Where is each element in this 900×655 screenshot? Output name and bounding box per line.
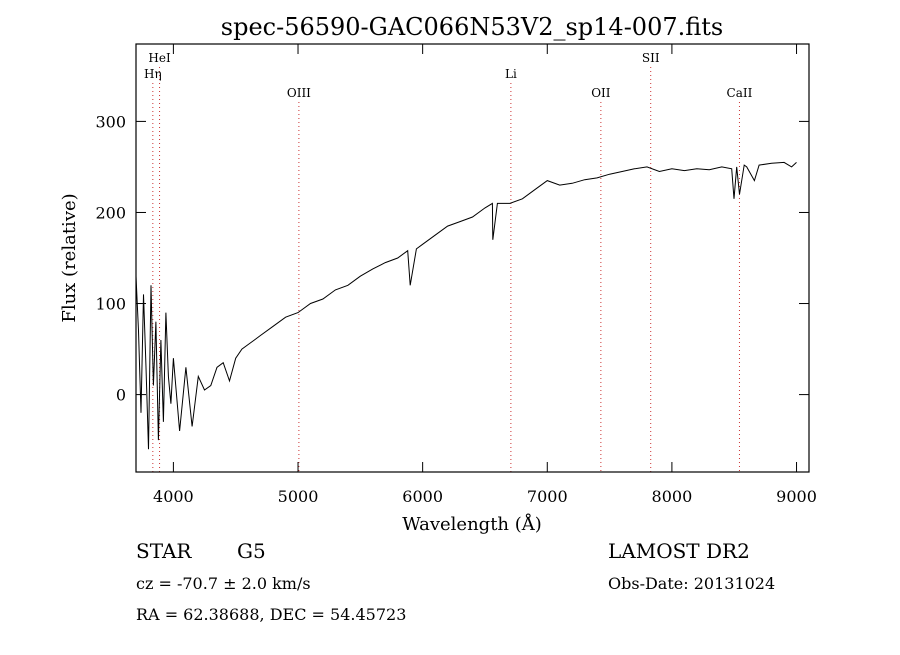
spectrum-line	[135, 161, 797, 450]
spectrum-series	[135, 161, 797, 450]
line-marker-label: SII	[642, 51, 660, 65]
y-tick-label: 0	[116, 386, 126, 405]
y-tick-label: 100	[95, 295, 126, 314]
x-tick-label: 8000	[652, 487, 693, 506]
chart-title: spec-56590-GAC066N53V2_sp14-007.fits	[221, 13, 723, 41]
spectral-subclass: G5	[237, 539, 266, 563]
x-tick-label: 5000	[278, 487, 319, 506]
plot-frame	[135, 43, 810, 473]
y-tick-label: 200	[95, 203, 126, 222]
x-axis-ticks: 4000 5000 6000 7000 8000 9000	[153, 44, 817, 506]
sky-coordinates: RA = 62.38688, DEC = 54.45723	[136, 605, 406, 624]
line-marker-label: CaII	[727, 86, 753, 100]
line-marker-label: Hη	[144, 67, 162, 81]
y-tick-label: 300	[95, 112, 126, 131]
x-axis-label: Wavelength (Å)	[402, 513, 542, 535]
y-axis-label: Flux (relative)	[59, 193, 80, 322]
line-marker-label: HeI	[148, 51, 171, 65]
x-tick-label: 6000	[402, 487, 443, 506]
x-tick-label: 9000	[776, 487, 817, 506]
y-axis-ticks: 0 100 200 300	[95, 112, 809, 405]
emission-line-markers: HeI Hη OIII Li OII SII CaII	[144, 51, 753, 472]
line-marker-label: OII	[591, 86, 611, 100]
observation-date: Obs-Date: 20131024	[608, 574, 775, 593]
redshift-velocity: cz = -70.7 ± 2.0 km/s	[136, 574, 311, 593]
object-class: STAR	[136, 539, 192, 563]
line-marker-label: Li	[505, 67, 517, 81]
x-tick-label: 4000	[153, 487, 194, 506]
line-marker-label: OIII	[287, 86, 311, 100]
survey-name: LAMOST DR2	[608, 539, 750, 563]
x-tick-label: 7000	[527, 487, 568, 506]
